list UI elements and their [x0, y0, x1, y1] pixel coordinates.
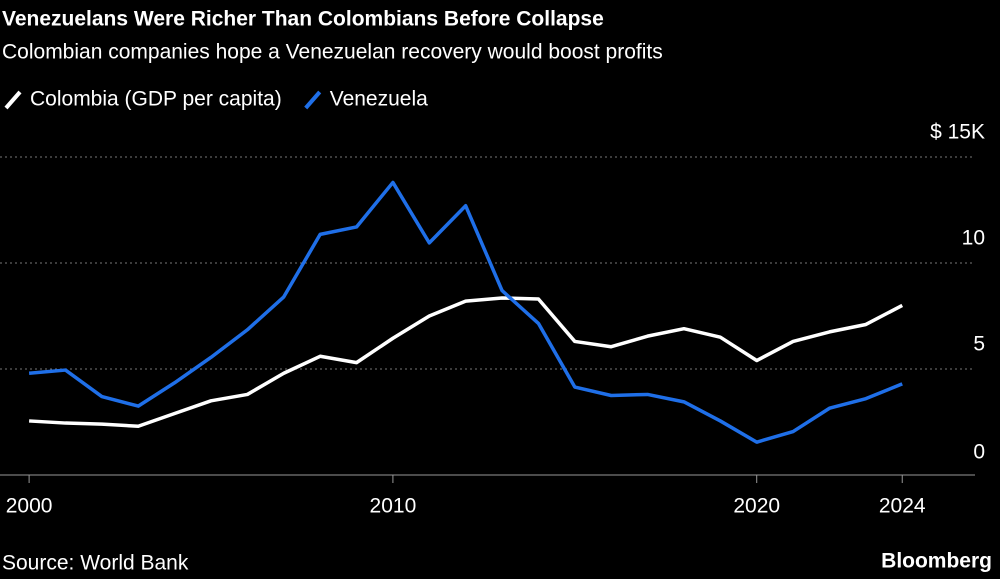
legend-swatch [304, 90, 322, 110]
series-line [28, 180, 903, 444]
source: Source: World Bank [2, 552, 189, 575]
chart-title: Venezuelans Were Richer Than Colombians … [2, 8, 604, 31]
y-tick-label: 10 [962, 227, 985, 250]
x-tick-label: 2010 [370, 495, 417, 518]
series-line [29, 296, 904, 428]
brand: Bloomberg [881, 550, 992, 573]
x-tick-label: 2024 [879, 495, 926, 518]
legend-label: Colombia (GDP per capita) [30, 88, 282, 111]
y-tick-label: 5 [973, 333, 985, 356]
x-tick-label: 2000 [6, 495, 53, 518]
y-tick-label: $ 15K [930, 121, 985, 144]
legend-label: Venezuela [330, 88, 428, 111]
y-tick-label: 0 [973, 441, 985, 464]
x-tick-label: 2020 [733, 495, 780, 518]
chart-subtitle: Colombian companies hope a Venezuelan re… [2, 41, 663, 64]
legend-swatch [4, 90, 22, 110]
